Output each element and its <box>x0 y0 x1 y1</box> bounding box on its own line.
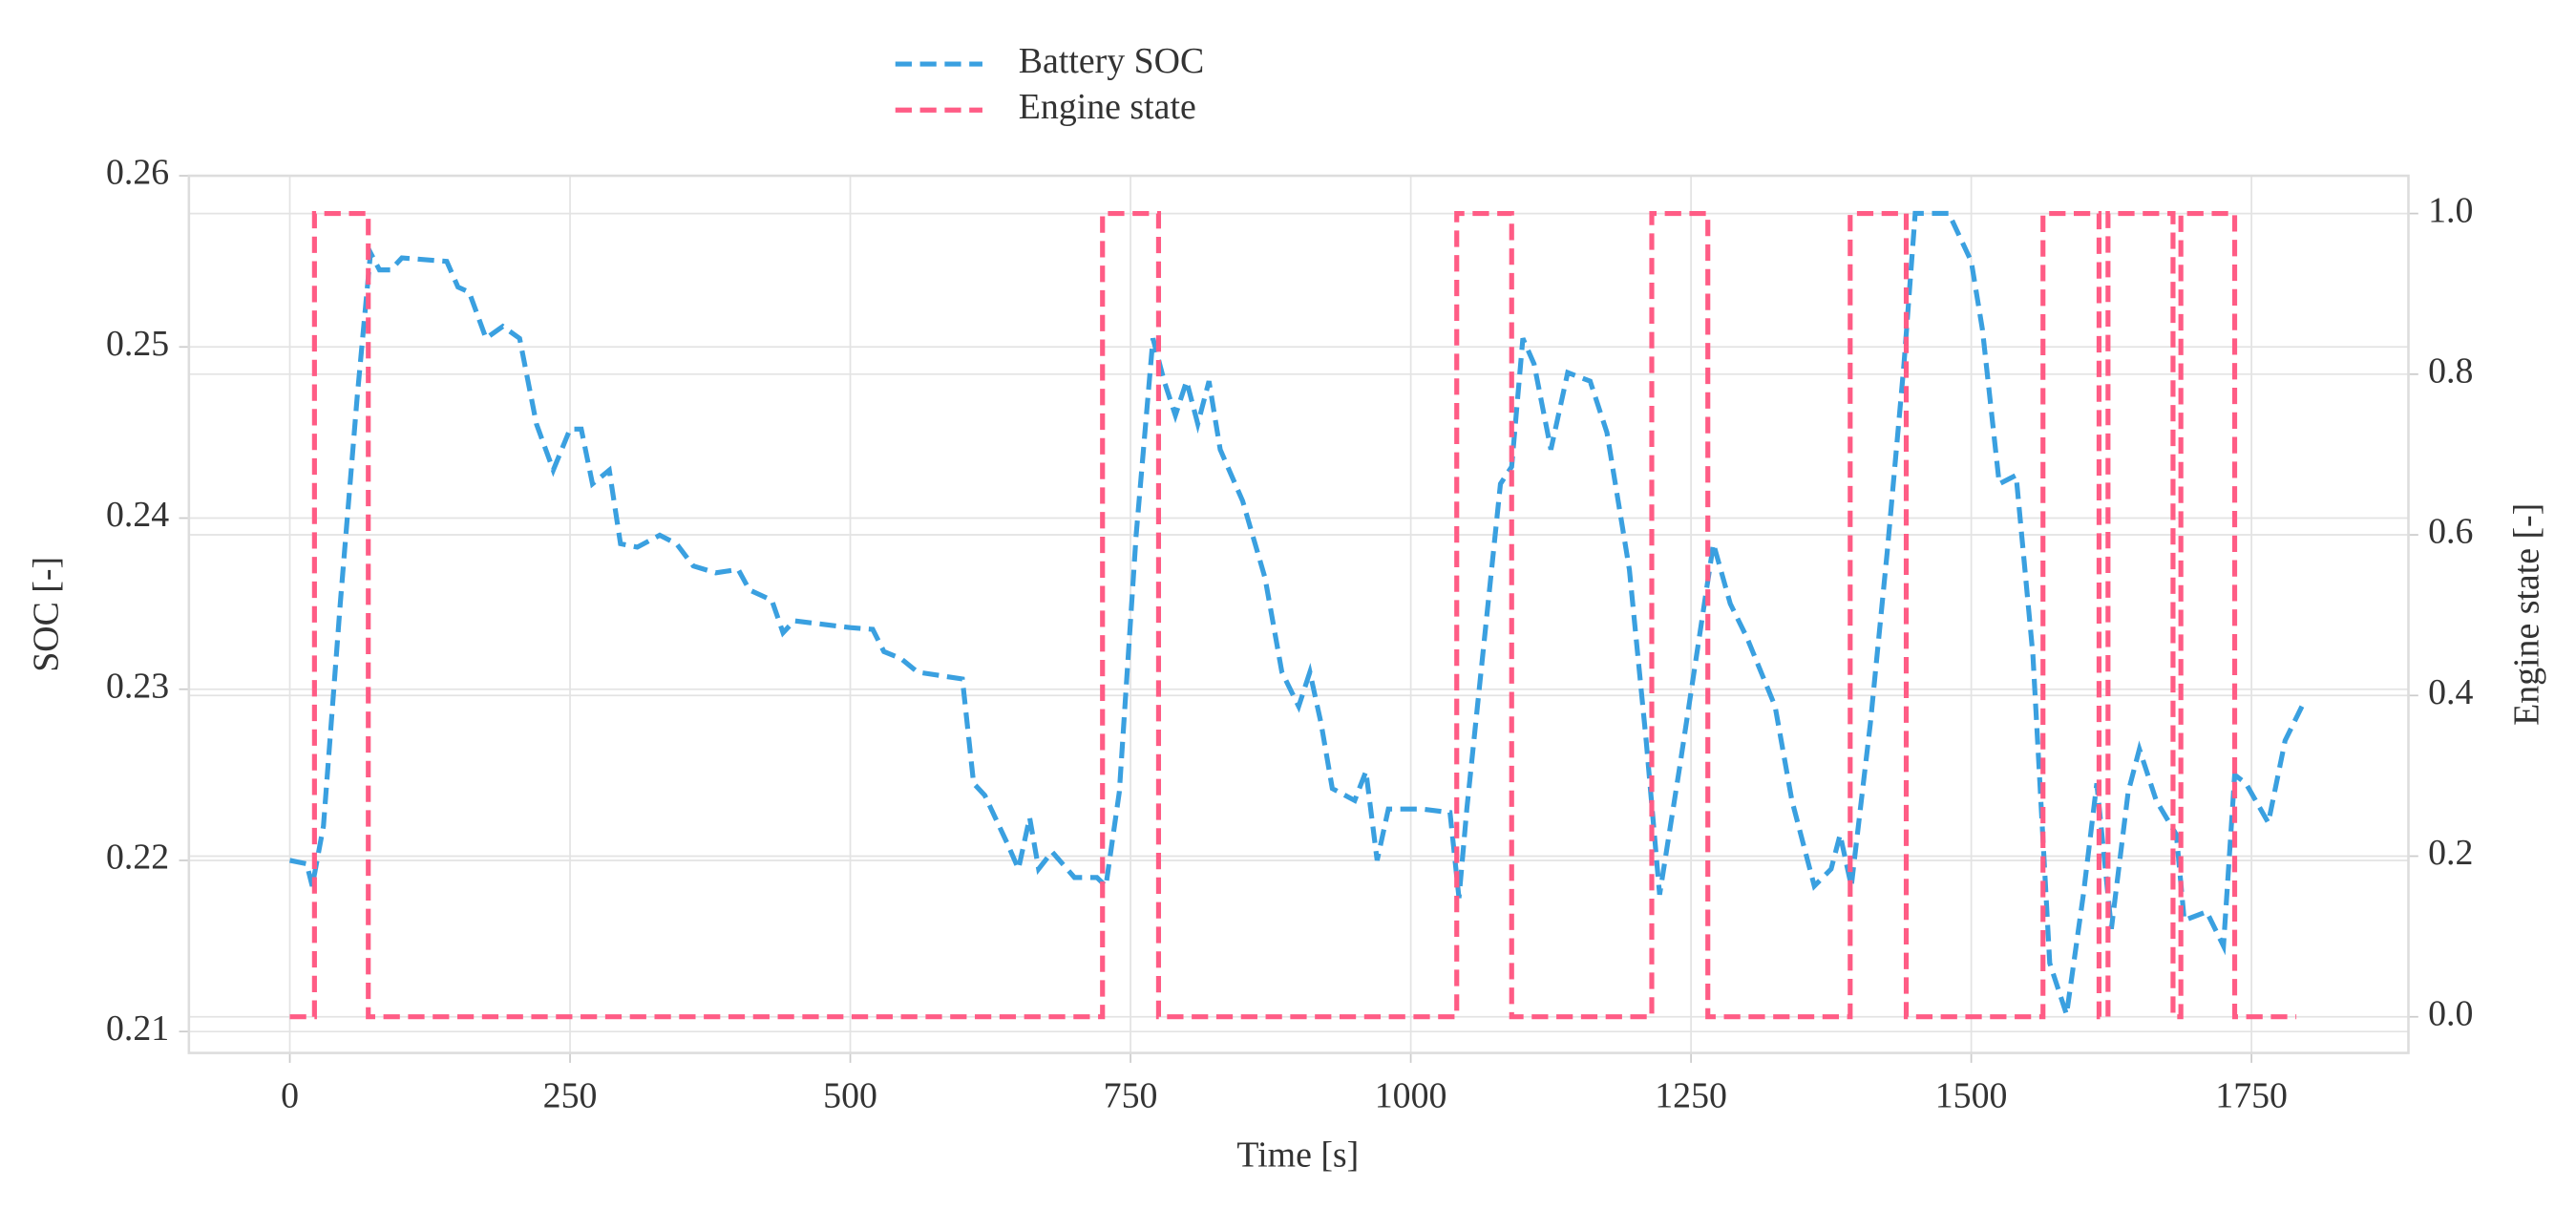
x-tick-label: 500 <box>823 1075 877 1115</box>
x-tick-label: 250 <box>543 1075 598 1115</box>
y-tick-label: 0.23 <box>106 666 169 706</box>
y2-axis-label: Engine state [-] <box>2507 503 2547 726</box>
y-tick-label: 0.26 <box>106 153 169 193</box>
y2-tick-label: 0.4 <box>2428 672 2473 712</box>
y-tick-label: 0.21 <box>106 1008 169 1049</box>
data-line <box>289 210 2297 1020</box>
x-tick-label: 1000 <box>1375 1075 1447 1115</box>
y2-tick-label: 0.0 <box>2428 993 2473 1033</box>
x-tick-label: 1750 <box>2215 1075 2288 1115</box>
y-tick-label: 0.24 <box>106 495 169 535</box>
legend-label: Battery SOC <box>1019 41 1204 81</box>
y2-tick-label: 1.0 <box>2428 190 2473 230</box>
plot-frame <box>187 174 2410 1054</box>
y-axis-label: SOC [-] <box>26 557 66 672</box>
y2-tick-label: 0.2 <box>2428 833 2473 873</box>
x-tick-label: 750 <box>1104 1075 1158 1115</box>
y-tick-label: 0.22 <box>106 838 169 878</box>
y2-tick-label: 0.6 <box>2428 512 2473 552</box>
x-tick-label: 1250 <box>1655 1075 1727 1115</box>
legend-label: Engine state <box>1019 87 1196 127</box>
data-line <box>289 210 2305 1016</box>
y2-tick-label: 0.8 <box>2428 351 2473 392</box>
x-tick-label: 0 <box>281 1075 299 1115</box>
x-axis-label: Time [s] <box>1236 1135 1359 1175</box>
x-tick-label: 1500 <box>1935 1075 2008 1115</box>
y-tick-label: 0.25 <box>106 324 169 364</box>
